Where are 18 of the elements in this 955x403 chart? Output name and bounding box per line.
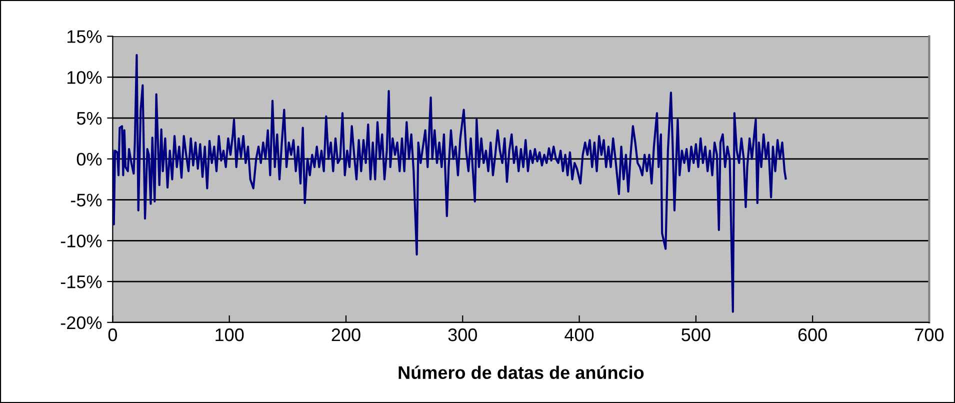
- y-tick-label: 15%: [68, 30, 102, 43]
- y-tick-label: 0%: [76, 152, 102, 166]
- x-tick-label: 700: [915, 328, 944, 342]
- x-tick-label: 600: [798, 328, 827, 342]
- line-series: [112, 54, 787, 313]
- x-tick-label: 0: [108, 328, 118, 342]
- x-tick-label: 100: [216, 328, 244, 342]
- y-tick-label: 10%: [68, 71, 102, 84]
- x-tick-label: 200: [332, 328, 360, 342]
- x-tick-label: 500: [682, 328, 710, 342]
- y-tick-label: -5%: [70, 194, 102, 206]
- x-tick-label: 300: [448, 328, 477, 342]
- x-axis-title: Número de datas de anúncio: [398, 366, 644, 379]
- y-tick-label: 5%: [76, 112, 102, 125]
- y-tick-label: -15%: [60, 276, 102, 288]
- y-tick-label: -20%: [60, 316, 102, 330]
- y-tick-label: -10%: [60, 234, 102, 248]
- x-tick-label: 400: [564, 328, 594, 342]
